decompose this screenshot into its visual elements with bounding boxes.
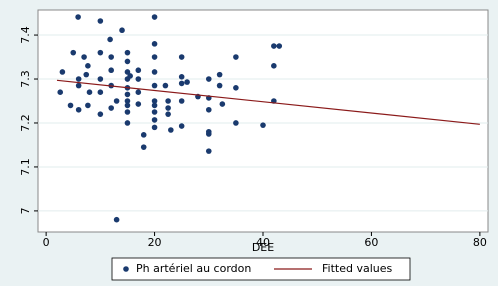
- point: [165, 111, 171, 117]
- point: [108, 54, 114, 60]
- point: [271, 63, 277, 69]
- x-tick-label: 60: [364, 236, 378, 249]
- x-axis-label: DEE: [252, 241, 274, 254]
- point: [124, 49, 131, 56]
- point: [107, 36, 113, 43]
- point: [178, 98, 185, 104]
- legend-key: [123, 266, 129, 272]
- point: [165, 105, 171, 111]
- point: [168, 127, 174, 133]
- point: [151, 117, 158, 123]
- point: [75, 106, 82, 113]
- point: [97, 49, 104, 56]
- point: [124, 109, 131, 115]
- point: [108, 67, 114, 74]
- point: [151, 109, 158, 115]
- point: [135, 76, 142, 82]
- point: [205, 131, 212, 137]
- y-tick-label: 7: [19, 207, 32, 214]
- x-tick-label: 20: [148, 236, 162, 249]
- point: [124, 120, 131, 126]
- point: [124, 58, 131, 65]
- point: [216, 71, 223, 78]
- point: [178, 54, 185, 60]
- point: [59, 69, 66, 75]
- point: [233, 120, 239, 126]
- point: [271, 43, 277, 49]
- point: [70, 49, 77, 56]
- point: [216, 82, 223, 89]
- point: [135, 67, 142, 74]
- point: [97, 89, 104, 96]
- x-tick-label: 80: [473, 236, 487, 249]
- point: [151, 82, 158, 89]
- point: [162, 82, 169, 89]
- point: [233, 54, 239, 60]
- legend-label: Ph artériel au cordon: [136, 262, 251, 275]
- x-tick-label: 0: [43, 236, 50, 249]
- point: [113, 216, 120, 223]
- legend-label: Fitted values: [322, 262, 393, 275]
- point: [67, 102, 74, 109]
- point: [151, 124, 158, 131]
- point: [140, 144, 147, 150]
- point: [135, 101, 142, 107]
- y-tick-label: 7.2: [19, 114, 32, 131]
- point: [124, 91, 131, 98]
- point: [97, 18, 104, 24]
- point: [151, 14, 158, 20]
- x-tick-label: 40: [256, 236, 270, 249]
- point: [276, 43, 283, 49]
- point: [85, 102, 91, 109]
- point: [205, 148, 212, 154]
- point: [140, 132, 147, 138]
- point: [135, 89, 142, 96]
- point: [124, 69, 131, 75]
- point: [57, 89, 64, 96]
- point: [233, 85, 239, 91]
- point: [127, 73, 133, 79]
- point: [178, 123, 185, 129]
- point: [75, 76, 82, 82]
- point: [86, 89, 93, 96]
- point: [260, 122, 266, 128]
- point: [81, 54, 87, 60]
- point: [75, 14, 81, 20]
- point: [108, 105, 114, 111]
- point: [151, 41, 158, 47]
- point: [151, 54, 158, 60]
- point: [75, 82, 82, 89]
- point: [165, 98, 171, 104]
- point: [219, 101, 226, 107]
- point: [85, 63, 91, 69]
- point: [119, 27, 125, 34]
- point: [178, 80, 185, 87]
- point: [151, 69, 158, 75]
- y-tick-label: 7.3: [19, 70, 32, 88]
- point: [83, 71, 90, 78]
- point: [178, 74, 185, 80]
- point: [97, 111, 104, 117]
- point: [184, 79, 190, 85]
- fitted-line: [56, 79, 480, 125]
- point: [205, 76, 212, 82]
- point: [151, 98, 158, 104]
- plot-area: [37, 9, 489, 233]
- y-tick-label: 7.1: [19, 158, 32, 176]
- point: [97, 76, 104, 82]
- y-tick-label: 7.4: [19, 26, 32, 44]
- legend: [111, 257, 411, 281]
- point: [113, 98, 120, 104]
- point: [124, 98, 131, 104]
- point: [205, 106, 212, 113]
- point: [124, 102, 131, 109]
- point: [151, 102, 158, 109]
